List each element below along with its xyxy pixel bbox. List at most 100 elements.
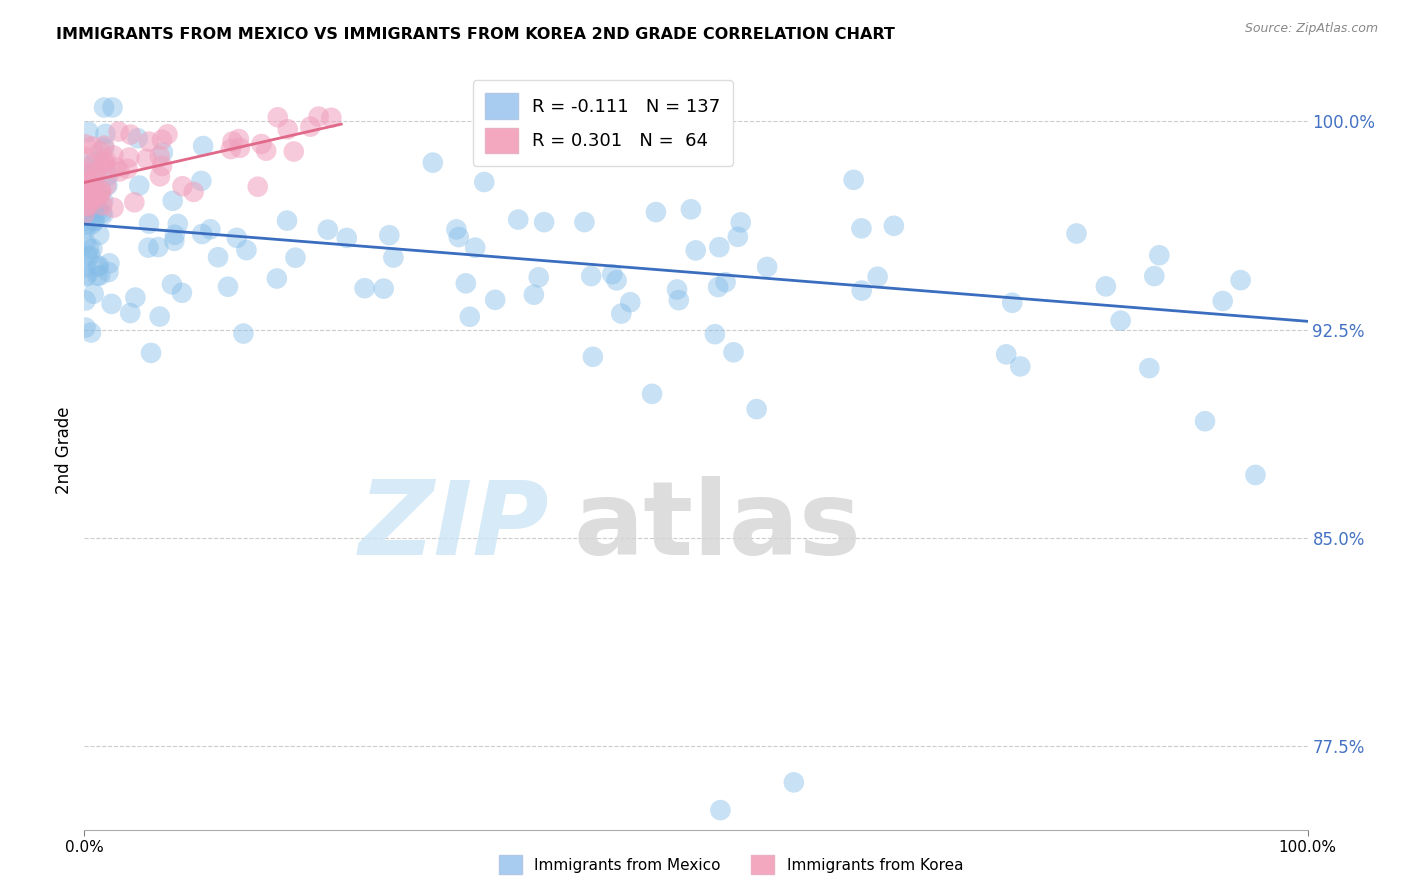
Point: [666, 282, 689, 296]
Point: [90, 185, 112, 199]
Point: [783, 775, 806, 789]
Point: [250, 136, 273, 151]
Point: [75, 173, 97, 187]
Point: [120, 306, 142, 320]
Point: [679, 202, 702, 217]
Point: [94, 127, 117, 141]
Point: [883, 219, 905, 233]
Point: [183, 185, 205, 199]
Point: [217, 279, 239, 293]
Point: [76, 175, 98, 189]
Text: Source: ZipAtlas.com: Source: ZipAtlas.com: [1244, 22, 1378, 36]
Point: [191, 227, 214, 241]
Point: [219, 142, 242, 156]
Point: [668, 293, 690, 307]
Point: [75, 137, 97, 152]
Point: [103, 148, 125, 162]
Point: [73, 165, 96, 179]
Point: [91, 194, 114, 208]
Point: [995, 347, 1018, 361]
Point: [316, 222, 339, 236]
Point: [866, 269, 889, 284]
Point: [83, 154, 105, 169]
Point: [75, 185, 97, 199]
Point: [162, 194, 184, 208]
Point: [77, 168, 100, 182]
Point: [606, 273, 628, 287]
Point: [638, 136, 661, 151]
Point: [76, 198, 98, 212]
Point: [139, 346, 162, 360]
Point: [124, 195, 146, 210]
Point: [709, 240, 731, 254]
Point: [723, 345, 745, 359]
Point: [446, 222, 468, 236]
Point: [82, 139, 104, 153]
Point: [644, 205, 666, 219]
Point: [842, 173, 865, 187]
Point: [267, 110, 290, 124]
Point: [75, 151, 97, 165]
Point: [170, 285, 193, 300]
Point: [118, 151, 141, 165]
Point: [86, 192, 108, 206]
Point: [727, 230, 749, 244]
Point: [472, 175, 495, 189]
Point: [83, 191, 105, 205]
Point: [232, 326, 254, 341]
Point: [75, 320, 97, 334]
Point: [276, 213, 298, 227]
Point: [1149, 248, 1171, 262]
Point: [76, 249, 98, 263]
Point: [283, 145, 305, 159]
Point: [91, 198, 114, 212]
Point: [127, 131, 149, 145]
Point: [75, 269, 97, 284]
Point: [83, 286, 105, 301]
Point: [1137, 361, 1160, 376]
Point: [163, 234, 186, 248]
Point: [77, 193, 100, 207]
Point: [75, 158, 97, 172]
Point: [574, 215, 596, 229]
Point: [225, 231, 247, 245]
Point: [73, 207, 96, 221]
Point: [284, 251, 307, 265]
Point: [73, 178, 96, 192]
Point: [1143, 268, 1166, 283]
Point: [86, 268, 108, 283]
Point: [484, 293, 506, 307]
Point: [75, 218, 97, 232]
Point: [745, 402, 768, 417]
Point: [422, 155, 444, 169]
Point: [156, 128, 179, 142]
Point: [83, 213, 105, 227]
Point: [93, 155, 115, 169]
Point: [1095, 279, 1118, 293]
Point: [138, 241, 160, 255]
Point: [149, 310, 172, 324]
Point: [382, 251, 405, 265]
Point: [75, 195, 97, 210]
Point: [89, 268, 111, 283]
Point: [207, 250, 229, 264]
Point: [76, 268, 98, 282]
Text: IMMIGRANTS FROM MEXICO VS IMMIGRANTS FROM KOREA 2ND GRADE CORRELATION CHART: IMMIGRANTS FROM MEXICO VS IMMIGRANTS FRO…: [56, 27, 896, 42]
Point: [107, 124, 129, 138]
Point: [77, 175, 100, 189]
Point: [75, 235, 97, 250]
Point: [464, 241, 486, 255]
Point: [1001, 295, 1024, 310]
Point: [299, 120, 322, 134]
Point: [97, 169, 120, 183]
Point: [90, 183, 112, 197]
Point: [75, 194, 97, 208]
Point: [105, 161, 128, 175]
Point: [254, 144, 277, 158]
Y-axis label: 2nd Grade: 2nd Grade: [55, 407, 73, 494]
Point: [138, 135, 160, 149]
Point: [77, 184, 100, 198]
Point: [373, 282, 395, 296]
Point: [235, 243, 257, 257]
Point: [124, 291, 146, 305]
